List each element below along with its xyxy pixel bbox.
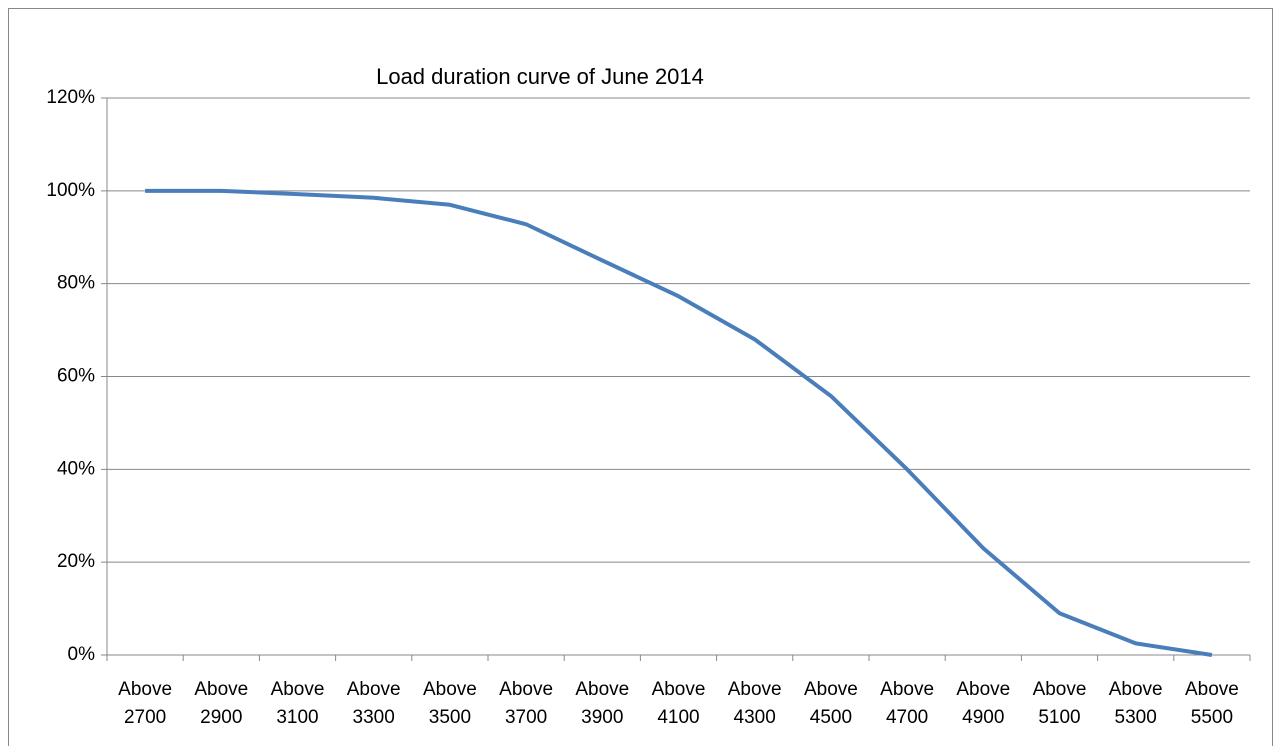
y-tick-label: 0% [68, 644, 96, 665]
y-tick-label: 80% [57, 273, 95, 294]
line-series [145, 188, 1213, 657]
x-tick-label: Above 3100 [270, 679, 325, 728]
y-tick-label: 100% [46, 180, 95, 201]
x-tick-label: Above 4300 [727, 679, 782, 728]
x-tick-label: Above 4500 [803, 679, 858, 728]
y-tick-label: 120% [46, 87, 95, 108]
x-tick-label: Above 2900 [194, 679, 249, 728]
x-tick-label: Above 3900 [575, 679, 630, 728]
y-tick-label: 40% [57, 458, 95, 479]
x-tick-label: Above 4100 [651, 679, 706, 728]
chart-border [8, 8, 1273, 746]
x-tick-label: Above 5300 [1108, 679, 1163, 728]
x-tick-label: Above 3700 [499, 679, 554, 728]
y-tick-label: 60% [57, 366, 95, 387]
x-tick-label: Above 5500 [1184, 679, 1239, 728]
x-tick-label: Above 3500 [422, 679, 477, 728]
x-tick-label: Above 4700 [880, 679, 935, 728]
chart-title: Load duration curve of June 2014 [376, 64, 704, 89]
x-tick-label: Above 2700 [118, 679, 173, 728]
y-tick-label: 20% [57, 551, 95, 572]
x-tick-label: Above 4900 [956, 679, 1011, 728]
x-tick-label: Above 3300 [346, 679, 401, 728]
x-tick-label: Above 5100 [1032, 679, 1087, 728]
